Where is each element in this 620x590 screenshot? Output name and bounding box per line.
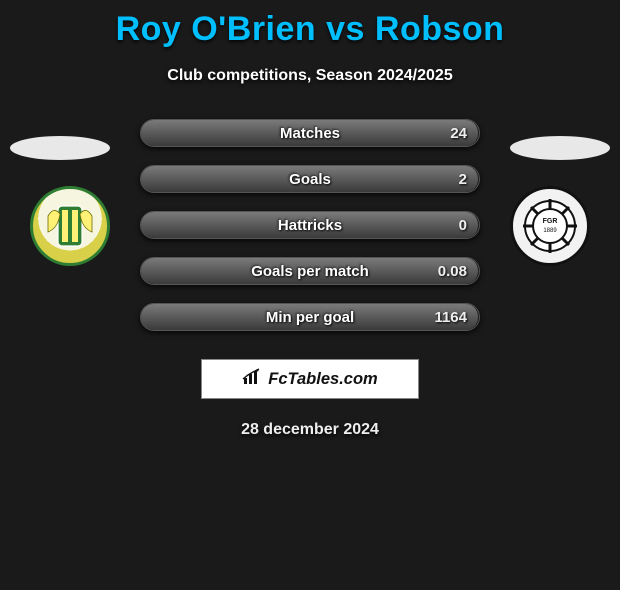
stat-label: Matches [141,125,479,142]
stat-label: Goals [141,171,479,188]
brand-text: FcTables.com [268,370,377,389]
stat-row-min-per-goal: Min per goal 1164 [140,303,480,331]
stat-value: 0.08 [438,263,467,280]
player-left-shadow [10,136,110,160]
stat-row-goals: Goals 2 [140,165,480,193]
club-badge-left [30,186,110,266]
player-right-shadow [510,136,610,160]
stats-list: Matches 24 Goals 2 Hattricks 0 Goals per… [140,119,480,331]
club-badge-right: FGR 1889 [510,186,590,266]
page-title: Roy O'Brien vs Robson [0,10,620,49]
stat-value: 2 [459,171,467,188]
stat-row-goals-per-match: Goals per match 0.08 [140,257,480,285]
stat-label: Hattricks [141,217,479,234]
subtitle: Club competitions, Season 2024/2025 [0,67,620,85]
chart-icon [242,368,262,391]
stat-row-hattricks: Hattricks 0 [140,211,480,239]
stat-value: 1164 [434,309,467,326]
stat-value: 24 [450,125,467,142]
stat-label: Goals per match [141,263,479,280]
date-line: 28 december 2024 [0,421,620,439]
yeovil-badge-icon [40,196,100,256]
brand-box: FcTables.com [201,359,419,399]
stat-value: 0 [459,217,467,234]
stat-row-matches: Matches 24 [140,119,480,147]
svg-text:1889: 1889 [543,228,557,234]
svg-text:FGR: FGR [543,218,558,225]
stat-label: Min per goal [141,309,479,326]
forest-green-badge-icon: FGR 1889 [520,196,580,256]
